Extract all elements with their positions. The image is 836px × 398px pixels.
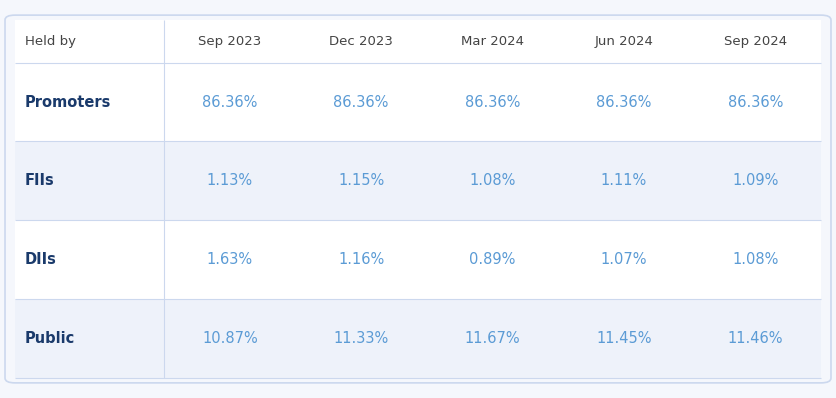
Text: 86.36%: 86.36% [465, 95, 520, 109]
Text: 1.08%: 1.08% [469, 174, 516, 188]
Text: 11.33%: 11.33% [334, 331, 389, 346]
Text: 1.09%: 1.09% [732, 174, 778, 188]
Text: 10.87%: 10.87% [202, 331, 257, 346]
Text: 1.08%: 1.08% [732, 252, 778, 267]
Bar [15, 220, 821, 299]
Text: 86.36%: 86.36% [596, 95, 651, 109]
Text: FIIs: FIIs [25, 174, 55, 188]
Text: 86.36%: 86.36% [202, 95, 257, 109]
FancyBboxPatch shape [5, 15, 831, 383]
Text: 1.13%: 1.13% [206, 174, 252, 188]
Text: 0.89%: 0.89% [469, 252, 516, 267]
Text: 11.45%: 11.45% [596, 331, 651, 346]
Bar [15, 141, 821, 220]
Text: Public: Public [25, 331, 75, 346]
Text: 1.07%: 1.07% [600, 252, 647, 267]
Text: 1.63%: 1.63% [206, 252, 252, 267]
Text: 86.36%: 86.36% [727, 95, 783, 109]
Bar [15, 299, 821, 378]
Bar [15, 62, 821, 141]
Text: Jun 2024: Jun 2024 [594, 35, 654, 48]
Text: 11.67%: 11.67% [465, 331, 520, 346]
Text: Promoters: Promoters [25, 95, 111, 109]
Text: 1.16%: 1.16% [338, 252, 385, 267]
Text: DIIs: DIIs [25, 252, 57, 267]
Text: Sep 2023: Sep 2023 [198, 35, 262, 48]
Text: 1.15%: 1.15% [338, 174, 385, 188]
Text: Mar 2024: Mar 2024 [461, 35, 524, 48]
Bar [15, 20, 821, 62]
Text: Dec 2023: Dec 2023 [329, 35, 393, 48]
Text: 1.11%: 1.11% [601, 174, 647, 188]
Text: 86.36%: 86.36% [334, 95, 389, 109]
Text: Sep 2024: Sep 2024 [724, 35, 787, 48]
Text: 11.46%: 11.46% [727, 331, 783, 346]
Text: Held by: Held by [25, 35, 76, 48]
